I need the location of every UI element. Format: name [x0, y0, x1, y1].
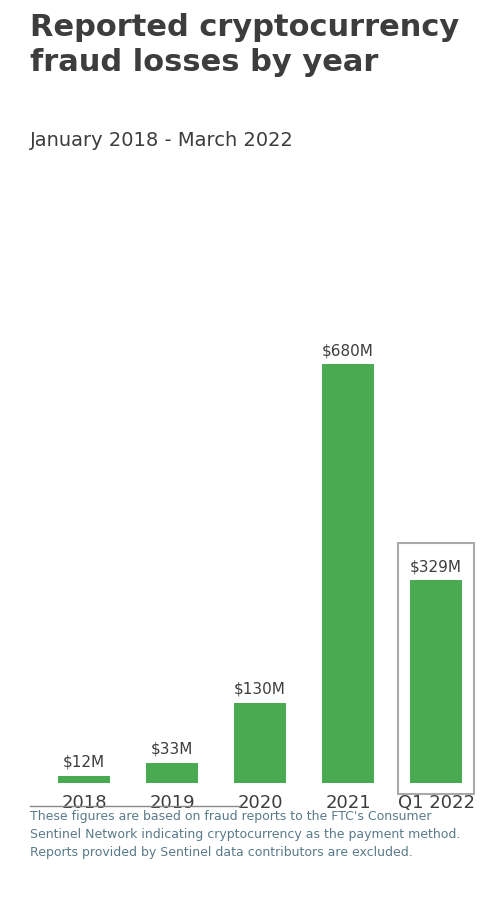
Text: $329M: $329M [410, 559, 462, 574]
Text: $680M: $680M [322, 343, 374, 358]
Bar [58, 776, 110, 783]
Text: $12M: $12M [63, 754, 105, 770]
Text: $130M: $130M [234, 682, 286, 697]
Bar [410, 580, 463, 783]
Text: These figures are based on fraud reports to the FTC's Consumer
Sentinel Network : These figures are based on fraud reports… [30, 810, 460, 859]
Text: $33M: $33M [151, 742, 193, 757]
Bar [322, 364, 374, 783]
Bar [234, 703, 286, 783]
Text: Reported cryptocurrency
fraud losses by year: Reported cryptocurrency fraud losses by … [30, 14, 459, 77]
Bar [146, 762, 199, 783]
Text: January 2018 - March 2022: January 2018 - March 2022 [30, 130, 294, 149]
